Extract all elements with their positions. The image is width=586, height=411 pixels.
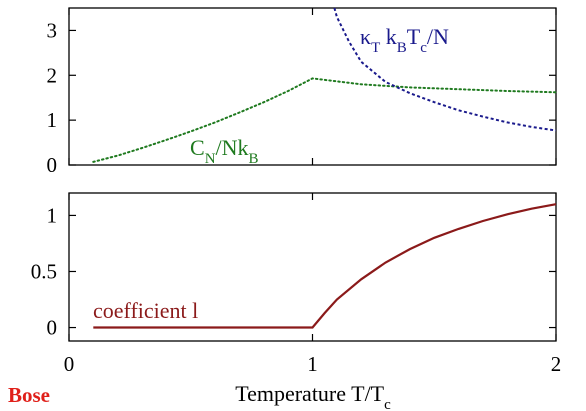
cn-series-label: CN/NkB [190, 135, 259, 167]
coefficient-series-label: coefficient l [93, 298, 198, 323]
bottom-xtick-label: 2 [551, 352, 562, 376]
bottom-axis-ticks: 0 0.5 1 0 1 2 [31, 193, 562, 376]
top-axis-ticks: 0 1 2 3 [47, 8, 557, 177]
coefficient-series-line [93, 203, 557, 329]
kappa-series-label: κT kBTc/N [360, 24, 449, 56]
top-ytick-label: 1 [47, 108, 58, 132]
bottom-ytick-label: 0.5 [31, 259, 57, 283]
cn-series-line [92, 77, 557, 163]
bose-label: Bose [8, 383, 50, 407]
top-plot-frame [68, 7, 557, 166]
top-ytick-label: 2 [47, 63, 58, 87]
bottom-ytick-label: 1 [47, 203, 58, 227]
bottom-panel: 0 0.5 1 0 1 2 coefficient l [31, 192, 562, 376]
bottom-ytick-label: 0 [47, 316, 58, 340]
bottom-xtick-label: 1 [307, 352, 318, 376]
top-ytick-label: 3 [47, 18, 58, 42]
bottom-xtick-label: 0 [64, 352, 75, 376]
top-panel: 0 1 2 3 CN/NkB κT kBTc/N [47, 7, 557, 177]
top-ytick-label: 0 [47, 153, 58, 177]
x-axis-label: Temperature T/Tc [235, 381, 391, 411]
